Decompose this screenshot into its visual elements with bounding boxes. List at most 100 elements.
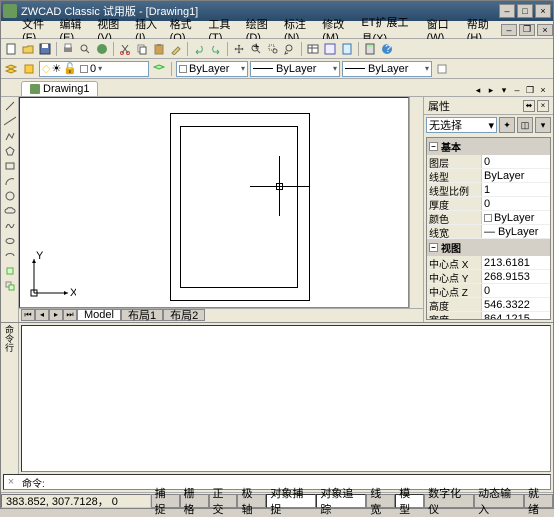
pan-button[interactable]	[231, 41, 247, 57]
tab-scroll-right[interactable]: ▸	[485, 84, 497, 96]
status-mode-button[interactable]: 就绪	[524, 494, 553, 508]
status-mode-button[interactable]: 捕捉	[151, 494, 180, 508]
color-combo[interactable]: ByLayer▾	[176, 61, 248, 77]
match-button[interactable]	[168, 41, 184, 57]
tab-last[interactable]: ⏭	[63, 309, 77, 321]
command-window: 命令行 × 命令:	[1, 322, 553, 492]
rectangle-tool[interactable]	[3, 159, 17, 173]
status-mode-button[interactable]: 栅格	[180, 494, 209, 508]
status-mode-button[interactable]: 线宽	[366, 494, 395, 508]
property-category[interactable]: –视图	[427, 239, 550, 256]
tab-next[interactable]: ▸	[49, 309, 63, 321]
child-close[interactable]: ×	[537, 24, 553, 36]
selection-combo[interactable]: 无选择▾	[426, 117, 497, 133]
model-tab[interactable]: Model	[77, 309, 121, 321]
properties-button[interactable]	[305, 41, 321, 57]
ellipse-arc-tool[interactable]	[3, 249, 17, 263]
linetype-combo[interactable]: ByLayer▾	[250, 61, 340, 77]
property-row[interactable]: 宽度864.1215	[427, 312, 550, 320]
tab-prev[interactable]: ◂	[35, 309, 49, 321]
lineweight-combo[interactable]: ByLayer▾	[342, 61, 432, 77]
property-row[interactable]: 图层0	[427, 155, 550, 169]
property-row[interactable]: 线宽— ByLayer	[427, 225, 550, 239]
property-row[interactable]: 线型比例1	[427, 183, 550, 197]
close-button[interactable]: ×	[535, 4, 551, 18]
make-block-tool[interactable]	[3, 279, 17, 293]
status-mode-button[interactable]: 对象追踪	[316, 494, 366, 508]
property-row[interactable]: 厚度0	[427, 197, 550, 211]
drawing-canvas[interactable]: X Y	[19, 97, 409, 308]
vertical-scrollbar[interactable]	[409, 97, 423, 308]
zoom-prev-button[interactable]	[282, 41, 298, 57]
pickadd-icon[interactable]: ◫	[517, 117, 533, 133]
status-mode-button[interactable]: 极轴	[237, 494, 266, 508]
doc-restore[interactable]: ❐	[524, 84, 536, 96]
publish-button[interactable]	[94, 41, 110, 57]
calc-button[interactable]	[362, 41, 378, 57]
select-icon[interactable]: ▾	[535, 117, 551, 133]
property-row[interactable]: 中心点 X213.6181	[427, 256, 550, 270]
status-mode-button[interactable]: 正交	[209, 494, 238, 508]
property-row[interactable]: 颜色ByLayer	[427, 211, 550, 225]
undo-button[interactable]	[191, 41, 207, 57]
status-mode-button[interactable]: 数字化仪	[424, 494, 474, 508]
child-min[interactable]: –	[501, 24, 517, 36]
document-tab[interactable]: Drawing1	[21, 81, 98, 96]
quickselect-icon[interactable]: ✦	[499, 117, 515, 133]
panel-close-icon[interactable]: ×	[537, 100, 549, 112]
status-mode-button[interactable]: 模型	[395, 494, 424, 508]
status-mode-button[interactable]: 动态输入	[474, 494, 524, 508]
layout2-tab[interactable]: 布局2	[163, 309, 205, 321]
spline-tool[interactable]	[3, 219, 17, 233]
doc-close[interactable]: ×	[537, 84, 549, 96]
help-button[interactable]: ?	[379, 41, 395, 57]
save-button[interactable]	[37, 41, 53, 57]
doc-minimize[interactable]: –	[511, 84, 523, 96]
property-category[interactable]: –基本	[427, 138, 550, 155]
xline-tool[interactable]	[3, 114, 17, 128]
property-row[interactable]: 高度546.3322	[427, 298, 550, 312]
cmd-cancel-icon[interactable]: ×	[4, 476, 18, 488]
zoom-realtime-button[interactable]: +	[248, 41, 264, 57]
arc-tool[interactable]	[3, 174, 17, 188]
new-button[interactable]	[3, 41, 19, 57]
tab-scroll-left[interactable]: ◂	[472, 84, 484, 96]
cut-button[interactable]	[117, 41, 133, 57]
copy-button[interactable]	[134, 41, 150, 57]
tab-first[interactable]: ⏮	[21, 309, 35, 321]
design-center-button[interactable]	[322, 41, 338, 57]
coordinate-display[interactable]: 383.852, 307.7128， 0	[1, 494, 151, 508]
property-row[interactable]: 中心点 Z0	[427, 284, 550, 298]
layer-state-button[interactable]	[21, 61, 37, 77]
minimize-button[interactable]: –	[499, 4, 515, 18]
layer-prev-button[interactable]	[151, 61, 167, 77]
line-tool[interactable]	[3, 99, 17, 113]
pin-icon[interactable]: ⬌	[523, 100, 535, 112]
circle-tool[interactable]	[3, 189, 17, 203]
property-row[interactable]: 线型ByLayer	[427, 169, 550, 183]
app-icon	[3, 4, 17, 18]
redo-button[interactable]	[208, 41, 224, 57]
layer-combo[interactable]: ◇☀🔓0▾	[39, 61, 149, 77]
insert-block-tool[interactable]	[3, 264, 17, 278]
tab-dropdown[interactable]: ▾	[498, 84, 510, 96]
polyline-tool[interactable]	[3, 129, 17, 143]
open-button[interactable]	[20, 41, 36, 57]
revcloud-tool[interactable]	[3, 204, 17, 218]
zoom-window-button[interactable]	[265, 41, 281, 57]
child-restore[interactable]: ❐	[519, 24, 535, 36]
print-button[interactable]	[60, 41, 76, 57]
polygon-tool[interactable]	[3, 144, 17, 158]
ellipse-tool[interactable]	[3, 234, 17, 248]
maximize-button[interactable]: □	[517, 4, 533, 18]
status-mode-button[interactable]: 对象捕捉	[266, 494, 316, 508]
paste-button[interactable]	[151, 41, 167, 57]
tool-palette-button[interactable]	[339, 41, 355, 57]
property-row[interactable]: 中心点 Y268.9153	[427, 270, 550, 284]
preview-button[interactable]	[77, 41, 93, 57]
layout1-tab[interactable]: 布局1	[121, 309, 163, 321]
properties-grid: –基本图层0线型ByLayer线型比例1厚度0颜色ByLayer线宽— ByLa…	[426, 137, 551, 320]
plotstyle-button[interactable]	[434, 61, 450, 77]
layer-button[interactable]	[3, 61, 19, 77]
command-history[interactable]	[21, 325, 551, 472]
